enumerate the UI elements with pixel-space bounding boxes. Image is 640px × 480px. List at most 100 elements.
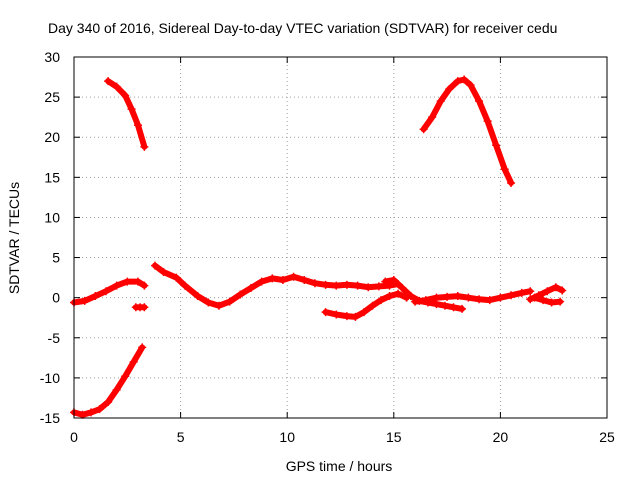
series-near-zero-a [70, 277, 149, 307]
y-tick-label: 30 [44, 49, 60, 65]
data-point-marker [112, 82, 121, 91]
plot-frame [73, 56, 608, 419]
data-point-marker [385, 292, 394, 301]
data-point-marker [551, 283, 560, 292]
y-tick-label: 10 [44, 209, 60, 225]
data-point-marker [449, 303, 458, 312]
data-point-marker [159, 267, 168, 276]
data-point-marker [398, 284, 407, 293]
data-point-marker [257, 277, 266, 286]
data-point-marker [204, 298, 213, 307]
data-point-marker [445, 85, 454, 94]
data-point-marker [453, 77, 462, 86]
data-point-marker [332, 310, 341, 319]
x-tick-label: 0 [70, 429, 78, 445]
data-point-marker [121, 91, 130, 100]
x-tick-label: 10 [279, 429, 295, 445]
series-near-zero-c [151, 261, 403, 310]
data-point-marker [300, 276, 309, 285]
y-tick-label: 25 [44, 89, 60, 105]
y-tick-label: 20 [44, 129, 60, 145]
data-point-marker [475, 295, 484, 304]
data-point-marker [87, 408, 96, 417]
data-point-marker [78, 410, 87, 419]
data-point-marker [278, 276, 287, 285]
data-point-marker [321, 308, 330, 317]
data-point-marker [80, 296, 89, 305]
series-arc-high-early [104, 77, 149, 151]
x-tick-label: 25 [599, 429, 615, 445]
data-point-marker [500, 165, 509, 174]
data-point-marker [321, 280, 330, 289]
data-point-marker [507, 178, 516, 187]
chart-title: Day 340 of 2016, Sidereal Day-to-day VTE… [48, 20, 557, 36]
series-trace [105, 78, 148, 150]
data-point-marker [151, 261, 160, 270]
data-point-marker [475, 97, 484, 106]
data-point-marker [123, 277, 132, 286]
series-trace [322, 290, 410, 320]
series-near-zero-b [131, 303, 149, 312]
data-point-marker [466, 81, 475, 90]
data-point-marker [496, 293, 505, 302]
data-point-marker [112, 385, 121, 394]
series-trace [420, 76, 515, 186]
y-tick-label: -5 [48, 330, 61, 346]
data-point-marker [342, 312, 351, 321]
data-point-marker [138, 343, 147, 352]
data-point-marker [492, 141, 501, 150]
x-tick-label: 5 [177, 429, 185, 445]
data-point-marker [95, 405, 104, 414]
data-point-marker [428, 113, 437, 122]
data-point-marker [353, 281, 362, 290]
data-point-marker [547, 298, 556, 307]
data-point-marker [464, 293, 473, 302]
y-tick-label: -15 [40, 410, 60, 426]
data-point-marker [140, 303, 149, 312]
data-point-marker [419, 125, 428, 134]
data-point-marker [483, 117, 492, 126]
data-point-marker [129, 357, 138, 366]
x-tick-label: 20 [493, 429, 509, 445]
data-point-marker [364, 283, 373, 292]
data-point-marker [421, 296, 430, 305]
data-point-marker [440, 301, 449, 310]
data-point-marker [406, 292, 415, 301]
data-point-marker [539, 296, 548, 305]
data-point-marker [236, 290, 245, 299]
grid-lines [74, 57, 607, 418]
data-point-marker [91, 292, 100, 301]
y-tick-label: -10 [40, 370, 60, 386]
data-point-marker [458, 304, 467, 313]
x-tick-label: 15 [386, 429, 402, 445]
series-near-zero-d [321, 289, 411, 321]
data-point-marker [359, 308, 368, 317]
data-point-marker [432, 293, 441, 302]
data-point-marker [558, 286, 567, 295]
data-point-marker [507, 291, 516, 300]
data-point-marker [289, 272, 298, 281]
x-axis-label: GPS time / hours [286, 458, 393, 474]
data-point-marker [460, 75, 469, 84]
data-point-marker [368, 301, 377, 310]
data-series [70, 75, 567, 419]
data-point-marker [543, 287, 552, 296]
series-near-zero-h [530, 293, 565, 307]
data-point-marker [104, 397, 113, 406]
data-point-marker [112, 281, 121, 290]
data-point-marker [443, 292, 452, 301]
data-point-marker [389, 276, 398, 285]
y-axis-label: SDTVAR / TECUs [6, 182, 22, 294]
data-point-marker [140, 281, 149, 290]
series-arc-low-early [70, 343, 147, 419]
data-point-marker [381, 277, 390, 286]
data-point-marker [104, 77, 113, 86]
data-point-marker [172, 273, 181, 282]
series-arc-high-late [419, 75, 516, 187]
data-point-marker [268, 274, 277, 283]
data-point-marker [246, 284, 255, 293]
data-point-marker [526, 287, 535, 296]
data-point-marker [121, 372, 130, 381]
data-point-marker [411, 297, 420, 306]
data-point-marker [453, 292, 462, 301]
